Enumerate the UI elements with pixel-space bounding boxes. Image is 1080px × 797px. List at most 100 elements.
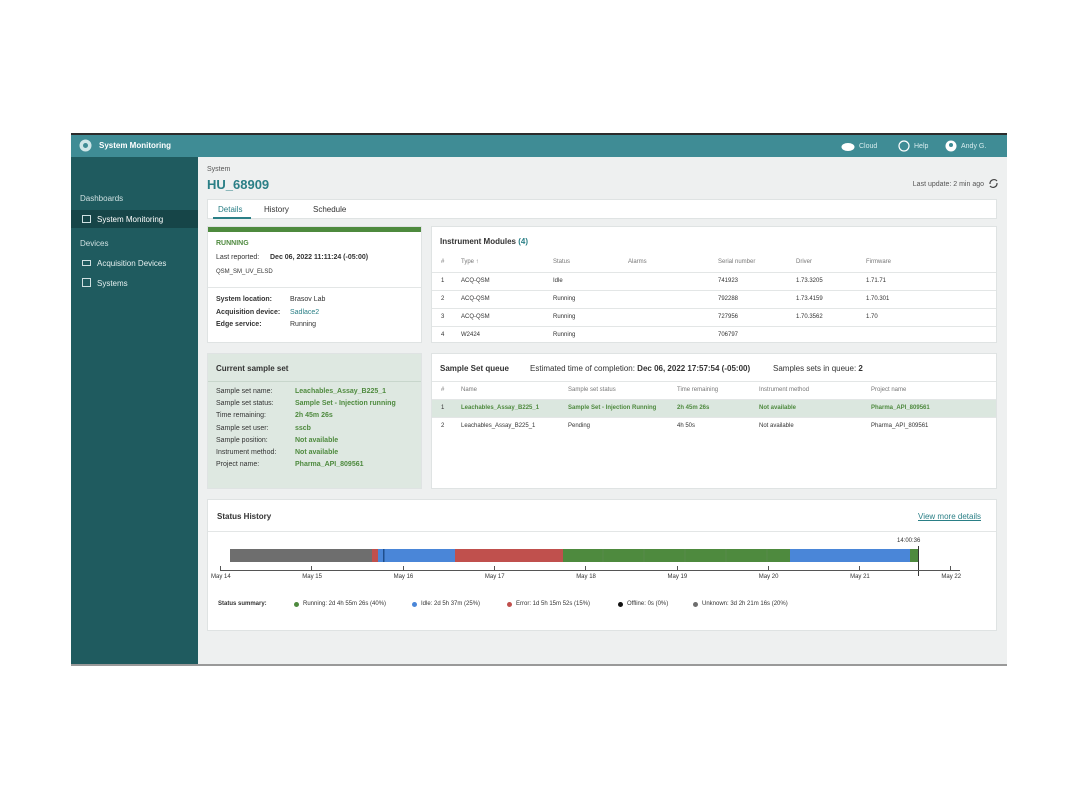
- tab[interactable]: Schedule: [313, 205, 347, 214]
- queue-count: Samples sets in queue: 2: [773, 364, 863, 373]
- system-title: HU_68909: [207, 177, 270, 192]
- status-history-card: Status History View more details 14:00:3…: [207, 499, 997, 631]
- axis-label: May 19: [667, 574, 688, 580]
- axis-label: May 22: [941, 574, 962, 580]
- app-title: System Monitoring: [99, 141, 172, 150]
- legend-dot: [507, 602, 512, 607]
- sidebar: Dashboards System Monitoring Devices Acq…: [71, 157, 198, 664]
- axis-label: May 14: [211, 574, 231, 580]
- cloud-icon[interactable]: [840, 141, 855, 151]
- table-cell: 1: [441, 278, 445, 284]
- axis-label: May 20: [758, 574, 779, 580]
- sample-set-queue-card: Sample Set queue Estimated time of compl…: [431, 353, 997, 489]
- column-header: Sample set status: [568, 387, 616, 393]
- field-label: Sample set user:: [216, 424, 269, 432]
- field-label: Time remaining:: [216, 412, 266, 420]
- table-cell: ACQ-QSM: [461, 278, 490, 284]
- table-cell: Leachables_Assay_B225_1: [461, 405, 540, 411]
- segment-idle: [378, 549, 455, 562]
- system-id: QSM_SM_UV_ELSD: [216, 269, 273, 275]
- tab-bar: Details History Schedule: [207, 199, 997, 219]
- column-header: Type ↑: [461, 259, 479, 265]
- status-state: RUNNING: [216, 240, 249, 247]
- nav-label[interactable]: System Monitoring: [97, 215, 164, 224]
- table-cell: Running: [553, 314, 576, 320]
- user-menu[interactable]: Andy G.: [961, 143, 987, 150]
- field-label: Edge service:: [216, 321, 262, 328]
- view-more-link[interactable]: View more details: [918, 512, 981, 521]
- nav-item-active[interactable]: System Monitoring: [71, 210, 198, 228]
- field-value: Leachables_Assay_B225_1: [295, 388, 387, 395]
- status-timeline: [230, 549, 918, 562]
- field-value: Not available: [295, 436, 339, 444]
- table-cell: 2h 45m 26s: [677, 405, 710, 411]
- app-window: System Monitoring Cloud Help Andy G. Das…: [71, 133, 1007, 666]
- column-header: #: [441, 259, 445, 265]
- card-title: Status History: [217, 512, 272, 521]
- help-icon[interactable]: [898, 140, 910, 152]
- help-link[interactable]: Help: [914, 143, 929, 150]
- segment-error: [372, 549, 378, 562]
- table-cell: 4h 50s: [677, 423, 696, 429]
- table-cell: Running: [553, 296, 576, 302]
- column-header: Time remaining: [677, 387, 719, 393]
- module-count: (4): [518, 237, 529, 246]
- nav-label[interactable]: Acquisition Devices: [97, 259, 167, 268]
- table-cell: 2: [441, 423, 445, 429]
- nav-label[interactable]: Systems: [97, 279, 128, 288]
- tab[interactable]: History: [264, 205, 289, 214]
- column-header: #: [441, 387, 445, 393]
- column-header: Firmware: [866, 259, 891, 265]
- axis-tick: [676, 566, 678, 570]
- field-label: Last reported:: [216, 254, 260, 261]
- axis-tick: [950, 566, 952, 570]
- timeline-axis: [220, 570, 960, 571]
- sidebar-heading: Devices: [80, 239, 109, 248]
- tab[interactable]: Details: [218, 205, 243, 214]
- field-value: Dec 06, 2022 11:11:24 (-05:00): [270, 254, 369, 261]
- nav-icon: [82, 215, 91, 223]
- segment-error: [455, 549, 563, 562]
- table-cell: 741923: [718, 278, 739, 284]
- table-cell: ACQ-QSM: [461, 296, 490, 302]
- user-icon[interactable]: [945, 140, 957, 152]
- field-label: Sample set status:: [216, 400, 274, 408]
- table-row[interactable]: [432, 417, 996, 436]
- legend-label: Error: 1d 5h 15m 52s (15%): [516, 601, 591, 607]
- field-label: Instrument method:: [216, 449, 277, 456]
- table-cell: 727956: [718, 314, 739, 320]
- table-cell: 1.73.4159: [796, 296, 823, 302]
- field-label: Project name:: [216, 461, 260, 469]
- axis-tick: [859, 566, 861, 570]
- table-cell: 3: [441, 314, 445, 320]
- last-update: Last update: 2 min ago: [912, 181, 984, 188]
- table-cell: 1.70.3562: [796, 314, 823, 320]
- segment-running: [910, 549, 918, 562]
- breadcrumb[interactable]: System: [207, 166, 231, 173]
- legend-dot: [294, 602, 299, 607]
- field-label: Sample set name:: [216, 388, 273, 395]
- table-row[interactable]: [432, 399, 996, 418]
- legend-dot: [693, 602, 698, 607]
- card-title: Sample Set queue: [440, 364, 509, 373]
- table-cell: 1.71.71: [866, 278, 887, 284]
- table-cell: 706797: [718, 332, 739, 338]
- table-cell: 4: [441, 332, 445, 338]
- segment-unknown: [230, 549, 372, 562]
- legend-label: Idle: 2d 5h 37m (25%): [421, 601, 481, 607]
- field-value: Not available: [295, 449, 339, 456]
- axis-tick: [767, 566, 769, 570]
- table-cell: Pending: [568, 423, 591, 429]
- table-cell: ACQ-QSM: [461, 314, 490, 320]
- column-header: Instrument method: [759, 387, 810, 393]
- field-value: sscb: [295, 424, 311, 432]
- refresh-icon[interactable]: [988, 178, 999, 189]
- legend-dot: [412, 602, 417, 607]
- table-cell: Idle: [553, 278, 563, 284]
- field-label: System location:: [216, 296, 273, 303]
- field-value: Sadlace2: [290, 308, 320, 316]
- queue-label: Samples sets in queue:: [773, 364, 857, 373]
- cloud-link[interactable]: Cloud: [859, 143, 878, 150]
- card-title-text: Instrument Modules: [440, 237, 517, 246]
